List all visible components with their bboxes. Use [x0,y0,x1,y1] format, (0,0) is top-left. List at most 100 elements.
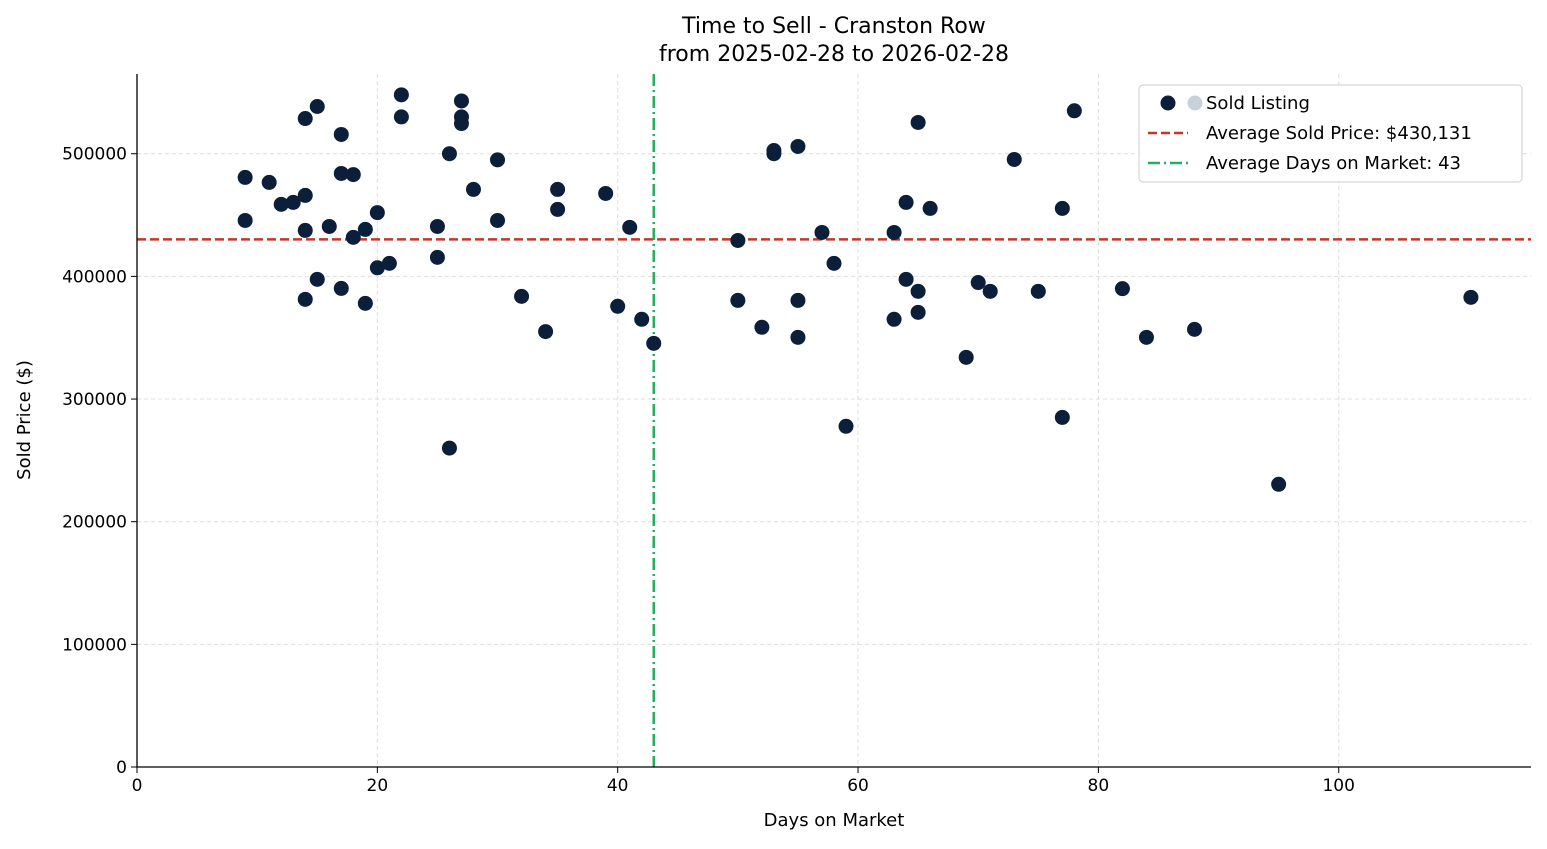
legend: Sold Listing Average Sold Price: $430,13… [1138,84,1523,183]
data-point [550,201,566,217]
y-tick-label: 200000 [62,513,127,533]
chart-title: Time to Sell - Cranston Row [681,14,986,39]
data-point [1187,321,1203,337]
x-tick-label: 100 [1322,776,1354,796]
data-point [441,440,457,456]
x-tick-label: 20 [367,776,389,796]
data-point [381,255,397,271]
data-point [910,304,926,320]
data-point [538,324,554,340]
legend-marker-points [1160,95,1176,111]
x-axis-label: Days on Market [764,810,905,831]
grid [137,74,1531,767]
x-tick-label: 60 [847,776,869,796]
data-point [1066,103,1082,119]
data-point [333,280,349,296]
reference-lines [137,74,1531,767]
data-point [754,319,770,335]
data-point [297,291,313,307]
data-point [345,229,361,245]
data-point [237,169,253,185]
data-point [1114,281,1130,297]
legend-marker-points-alt [1187,95,1203,111]
y-tick-label: 0 [116,758,127,778]
data-point [309,271,325,287]
data-point [429,218,445,234]
data-point [393,87,409,103]
data-point [1054,200,1070,216]
data-point [369,205,385,221]
legend-label-avg-days: Average Days on Market: 43 [1206,153,1461,174]
data-point [345,167,361,183]
y-tick-label: 100000 [62,635,127,655]
data-point [598,185,614,201]
data-point [898,194,914,210]
data-point [465,181,481,197]
data-point [393,109,409,125]
data-point [898,271,914,287]
y-tick-label: 500000 [62,145,127,165]
data-point [333,165,349,181]
data-point [514,288,530,304]
data-point [309,99,325,115]
data-point [886,224,902,240]
data-point [1030,283,1046,299]
data-point [357,221,373,237]
data-point [790,292,806,308]
legend-label-avg-price: Average Sold Price: $430,131 [1206,123,1472,144]
data-point [321,218,337,234]
data-point [297,187,313,203]
data-point [550,181,566,197]
data-point [814,224,830,240]
y-tick-label: 400000 [62,267,127,287]
x-tick-label: 80 [1088,776,1110,796]
data-point [1271,476,1287,492]
data-point [766,146,782,162]
data-point [838,418,854,434]
data-point [261,174,277,190]
y-axis-label: Sold Price ($) [14,360,35,480]
data-point [826,255,842,271]
data-point [922,200,938,216]
data-point [982,283,998,299]
data-point [790,329,806,345]
data-point [730,292,746,308]
chart-subtitle: from 2025-02-28 to 2026-02-28 [659,42,1009,67]
data-point [790,138,806,154]
data-point [453,116,469,132]
legend-label-points: Sold Listing [1206,93,1310,114]
data-point [646,335,662,351]
data-points [237,87,1479,492]
data-point [958,349,974,365]
data-point [453,93,469,109]
data-point [357,295,373,311]
data-point [1138,329,1154,345]
data-point [429,249,445,265]
data-point [273,196,289,212]
data-point [333,126,349,142]
data-point [622,219,638,235]
data-point [285,194,301,210]
data-point [490,152,506,168]
data-point [1006,151,1022,167]
data-point [610,298,626,314]
data-point [1463,289,1479,305]
data-point [910,114,926,130]
data-point [970,275,986,291]
legend-box [1138,84,1523,183]
data-point [297,222,313,238]
data-point [730,232,746,248]
data-point [1054,409,1070,425]
data-point [441,146,457,162]
data-point [910,283,926,299]
x-tick-label: 40 [607,776,629,796]
x-tick-label: 0 [132,776,143,796]
axes: 0 20 40 60 80 100 0 100000 200000 300000 400000 500… [62,74,1531,796]
y-tick-label: 300000 [62,390,127,410]
data-point [369,260,385,276]
data-point [886,311,902,327]
data-point [297,111,313,127]
data-point [490,212,506,228]
data-point [237,212,253,228]
